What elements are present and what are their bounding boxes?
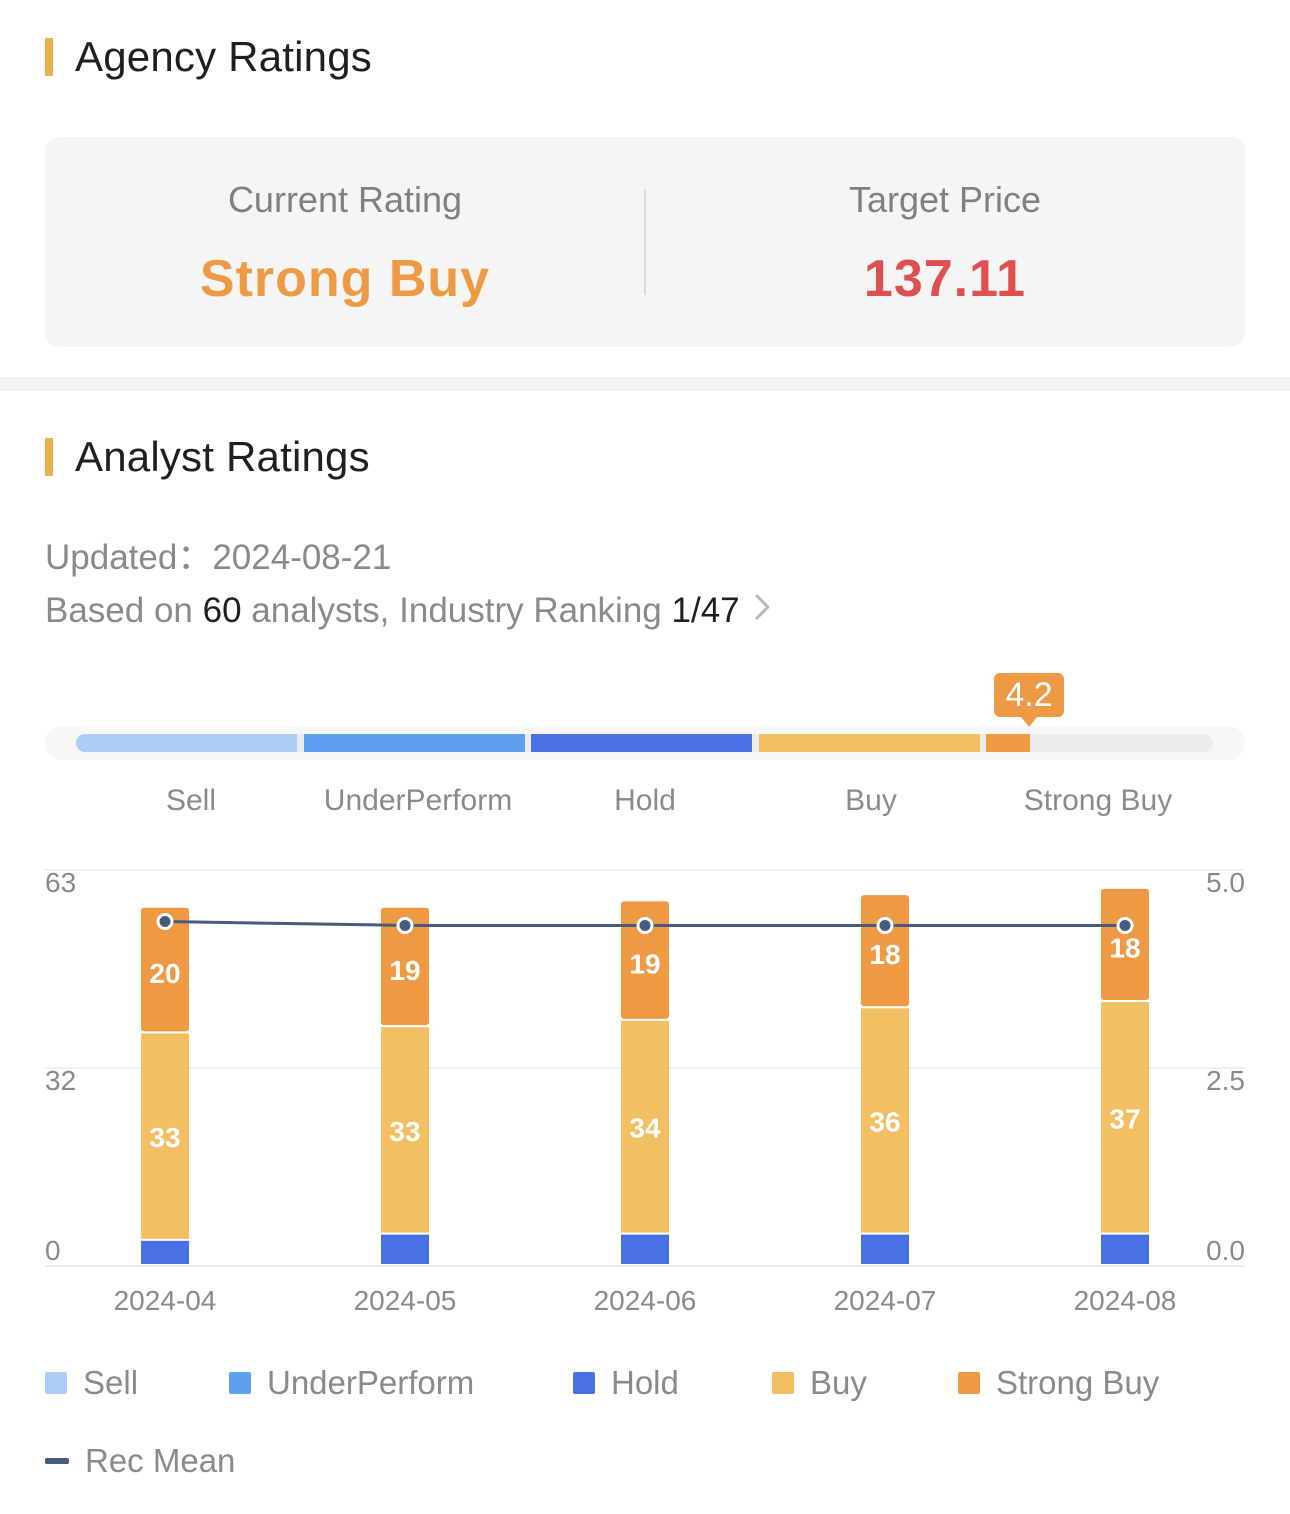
legend-item-rec-mean[interactable]: Rec Mean [45, 1442, 235, 1480]
bar-buy [861, 1008, 909, 1233]
legend-label: Strong Buy [996, 1364, 1160, 1401]
analyst-count: 60 [202, 591, 242, 630]
bar-hold [381, 1234, 429, 1264]
target-price-label: Target Price [848, 179, 1042, 220]
bar-value-label: 18 [869, 939, 900, 970]
legend-swatch [45, 1372, 67, 1394]
bar-value-label: 18 [1109, 933, 1140, 964]
bar-value-label: 19 [629, 949, 660, 980]
chevron-right-icon[interactable] [754, 592, 772, 631]
bar-value-label: 34 [629, 1113, 661, 1144]
legend-item-strong-buy[interactable]: Strong Buy [958, 1364, 1159, 1402]
x-tick-label: 2024-08 [1074, 1285, 1177, 1316]
bar-hold [141, 1240, 189, 1264]
y-right-tick-label: 2.5 [1206, 1065, 1245, 1096]
divider [644, 189, 646, 295]
bar-hold [621, 1234, 669, 1264]
bar-hold [861, 1234, 909, 1264]
scale-label-strong-buy: Strong Buy [1023, 784, 1173, 817]
legend-swatch [772, 1372, 794, 1394]
y-right-tick-label: 0.0 [1206, 1235, 1245, 1266]
bar-strong-buy [621, 901, 669, 1019]
legend-swatch [573, 1372, 595, 1394]
bar-buy [141, 1033, 189, 1239]
scale-segment-hold [531, 734, 752, 752]
target-price-block: Target Price 137.11 [645, 137, 1245, 347]
scale-segment-sell [76, 734, 297, 752]
rec-mean-point [1116, 916, 1134, 934]
based-on-middle: analysts, Industry Ranking [241, 591, 672, 630]
analyst-ratings-header: Analyst Ratings [45, 433, 370, 480]
scale-segment-underperform [303, 734, 525, 752]
y-right-tick-label: 5.0 [1206, 867, 1245, 898]
section-title: Analyst Ratings [75, 433, 370, 480]
updated-date: 2024-08-21 [212, 538, 392, 577]
bar-strong-buy [861, 895, 909, 1007]
legend-item-underperform[interactable]: UnderPerform [229, 1364, 474, 1402]
current-rating-label: Current Rating [227, 179, 463, 220]
rating-summary-card: Current Rating Strong Buy Target Price 1… [45, 137, 1245, 347]
current-rating-block: Current Rating Strong Buy [45, 137, 645, 347]
bar-hold [1101, 1234, 1149, 1264]
bar-buy [1101, 1002, 1149, 1233]
section-separator [0, 377, 1290, 391]
legend-label: Buy [810, 1364, 867, 1401]
agency-ratings-header: Agency Ratings [45, 33, 372, 80]
scale-segment-strong-buy [986, 734, 1031, 752]
based-on-prefix: Based on [45, 591, 203, 630]
current-rating-value: Strong Buy [199, 250, 491, 308]
scale-segment-buy [758, 734, 980, 752]
analyst-ratings-chart: 63 32 0 5.0 2.5 0.0 33 20 2024-04 33 19 2024-05 34 19… [45, 867, 1245, 1316]
scale-label-hold: Hold [614, 784, 676, 817]
bar-buy [621, 1020, 669, 1233]
bar-strong-buy [141, 907, 189, 1032]
bar-buy [381, 1027, 429, 1233]
legend-line-swatch [45, 1458, 69, 1464]
legend-item-buy[interactable]: Buy [772, 1364, 867, 1402]
analyst-summary-link[interactable]: Based on 60 analysts, Industry Ranking 1… [45, 591, 772, 631]
x-tick-label: 2024-05 [354, 1285, 457, 1316]
legend-label: UnderPerform [267, 1364, 475, 1401]
bar-value-label: 33 [389, 1116, 420, 1147]
legend-item-sell[interactable]: Sell [45, 1364, 138, 1402]
x-tick-label: 2024-06 [594, 1285, 697, 1316]
legend-swatch [229, 1372, 251, 1394]
legend-swatch [958, 1372, 980, 1394]
section-accent-bar [45, 38, 53, 76]
rec-mean-point [396, 916, 414, 934]
rec-mean-point [156, 912, 174, 930]
bar-strong-buy [381, 907, 429, 1026]
scale-label-underperform: UnderPerform [323, 784, 513, 817]
rec-mean-point [876, 916, 894, 934]
bar-value-label: 20 [149, 958, 180, 989]
rating-score-badge: 4.2 [994, 673, 1064, 727]
updated-label: Updated： [45, 538, 213, 577]
legend-label: Rec Mean [85, 1442, 236, 1479]
bar-value-label: 19 [389, 955, 420, 986]
industry-ranking: 1/47 [671, 591, 740, 630]
updated-line: Updated：2024-08-21 [45, 529, 391, 580]
legend-item-hold[interactable]: Hold [573, 1364, 679, 1402]
bar-value-label: 37 [1109, 1103, 1140, 1134]
y-left-tick-label: 0 [45, 1235, 61, 1266]
y-left-tick-label: 32 [45, 1065, 76, 1096]
x-tick-label: 2024-07 [834, 1285, 937, 1316]
target-price-value: 137.11 [863, 250, 1027, 308]
scale-label-sell: Sell [165, 784, 217, 817]
x-tick-label: 2024-04 [114, 1285, 217, 1316]
legend-label: Hold [611, 1364, 679, 1401]
bar-value-label: 33 [149, 1122, 180, 1153]
section-title: Agency Ratings [75, 33, 372, 80]
rec-mean-point [636, 916, 654, 934]
section-accent-bar [45, 438, 53, 476]
bar-value-label: 36 [869, 1106, 900, 1137]
bar-strong-buy [1101, 888, 1149, 1000]
y-left-tick-label: 63 [45, 867, 76, 898]
legend-label: Sell [83, 1364, 139, 1401]
scale-label-buy: Buy [845, 784, 897, 817]
